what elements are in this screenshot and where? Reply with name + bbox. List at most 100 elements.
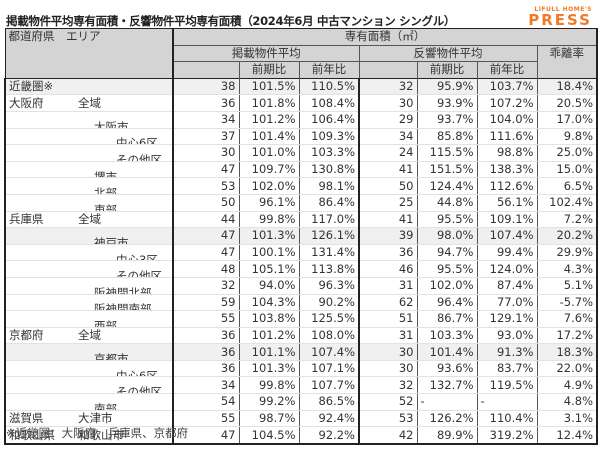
listed-qoq: 101.1%	[239, 343, 300, 361]
header-listed-qoq: 前期比	[239, 61, 300, 79]
response-avg: 62	[359, 294, 418, 312]
region-cell: 大阪市	[4, 111, 174, 129]
area-label: 西部	[94, 318, 117, 328]
area-label: 中心6区	[116, 368, 158, 377]
response-avg: 52	[359, 393, 418, 411]
region-cell: その他区	[4, 260, 174, 278]
listed-yoy: 86.5%	[299, 393, 360, 411]
response-qoq: 98.0%	[417, 227, 478, 245]
listed-qoq: 98.7%	[239, 409, 300, 428]
header-listed: 掲載物件平均	[173, 45, 360, 63]
table-row: 和歌山県 和歌山市 47 104.5% 92.2% 42 89.9% 319.2% 12.4%	[4, 426, 599, 445]
header-area-group: 専有面積（㎡）	[173, 28, 599, 46]
page-title: 掲載物件平均専有面積・反響物件平均専有面積（2024年6月 中古マンション シン…	[6, 14, 456, 28]
table-row: その他区 34 99.8% 107.7% 32 132.7% 119.5% 4.9%	[4, 376, 599, 395]
response-avg: 30	[359, 343, 418, 361]
gap-rate: 102.4%	[537, 194, 599, 212]
listed-yoy: 103.3%	[299, 144, 360, 162]
listed-yoy: 107.1%	[299, 360, 360, 378]
listed-avg: 36	[173, 94, 240, 112]
header-listed-yoy: 前年比	[299, 61, 360, 79]
area-label: 阪神間北部	[94, 285, 152, 294]
gap-rate: 17.0%	[537, 111, 599, 129]
listed-avg: 50	[173, 194, 240, 212]
area-label: その他区	[116, 385, 162, 394]
area-label: 北部	[94, 186, 117, 195]
area-label: 堺市	[94, 169, 117, 178]
listed-avg: 38	[173, 77, 240, 96]
listed-qoq: 104.3%	[239, 294, 300, 312]
gap-rate: 7.6%	[537, 310, 599, 328]
gap-rate: 25.0%	[537, 144, 599, 162]
listed-avg: 44	[173, 210, 240, 229]
gap-rate: -5.7%	[537, 294, 599, 312]
brand-logo: LIFULL HOME'S PRESS	[528, 6, 592, 28]
header-gap: 乖離率	[537, 45, 599, 79]
area-table: 都道府県 エリア 専有面積（㎡） 掲載物件平均 反響物件平均 乖離率 前期比 前…	[4, 28, 599, 445]
listed-avg: 37	[173, 128, 240, 146]
response-yoy: 112.6%	[477, 177, 538, 195]
region-cell: その他区	[4, 376, 174, 395]
response-yoy: -	[477, 393, 538, 411]
response-avg: 50	[359, 177, 418, 195]
listed-yoy: 92.4%	[299, 409, 360, 428]
gap-rate: 7.2%	[537, 210, 599, 229]
response-qoq: 94.7%	[417, 244, 478, 262]
listed-yoy: 117.0%	[299, 210, 360, 229]
region-cell: 中心6区	[4, 360, 174, 378]
table-row: 北部 53 102.0% 98.1% 50 124.4% 112.6% 6.5%	[4, 177, 599, 195]
response-yoy: 103.7%	[477, 77, 538, 96]
listed-qoq: 99.2%	[239, 393, 300, 411]
region-cell: 阪神間北部	[4, 277, 174, 295]
response-avg: 53	[359, 409, 418, 428]
response-yoy: 83.7%	[477, 360, 538, 378]
response-qoq: 102.0%	[417, 277, 478, 295]
gap-rate: 5.1%	[537, 277, 599, 295]
gap-rate: 12.4%	[537, 426, 599, 445]
table-row: その他区 30 101.0% 103.3% 24 115.5% 98.8% 25.0%	[4, 144, 599, 162]
response-yoy: 110.4%	[477, 409, 538, 428]
gap-rate: 4.8%	[537, 393, 599, 411]
prefecture-label: 京都府	[9, 327, 44, 342]
table-row: 大阪市 34 101.2% 106.4% 29 93.7% 104.0% 17.0%	[4, 111, 599, 129]
listed-qoq: 99.8%	[239, 210, 300, 229]
listed-avg: 47	[173, 227, 240, 245]
listed-qoq: 101.5%	[239, 77, 300, 96]
table-row: 西部 55 103.8% 125.5% 51 86.7% 129.1% 7.6%	[4, 310, 599, 328]
response-avg: 36	[359, 244, 418, 262]
response-yoy: 77.0%	[477, 294, 538, 312]
listed-qoq: 103.8%	[239, 310, 300, 328]
listed-avg: 54	[173, 393, 240, 411]
response-avg: 30	[359, 360, 418, 378]
area-label: 阪神間南部	[94, 302, 152, 311]
listed-qoq: 101.0%	[239, 144, 300, 162]
response-avg: 42	[359, 426, 418, 445]
listed-qoq: 101.2%	[239, 326, 300, 345]
prefecture-label: 和歌山県	[9, 427, 55, 442]
response-avg: 34	[359, 128, 418, 146]
region-cell: その他区	[4, 144, 174, 162]
header-response-qoq: 前期比	[417, 61, 478, 79]
region-cell: 東部	[4, 194, 174, 212]
gap-rate: 4.3%	[537, 260, 599, 278]
table-row: 中心3区 47 100.1% 131.4% 36 94.7% 99.4% 29.9%	[4, 244, 599, 262]
response-yoy: 138.3%	[477, 161, 538, 179]
response-qoq: 115.5%	[417, 144, 478, 162]
listed-avg: 55	[173, 409, 240, 428]
listed-yoy: 110.5%	[299, 77, 360, 96]
header-response-yoy: 前年比	[477, 61, 538, 79]
listed-avg: 53	[173, 177, 240, 195]
response-yoy: 56.1%	[477, 194, 538, 212]
response-yoy: 107.4%	[477, 227, 538, 245]
listed-avg: 36	[173, 343, 240, 361]
listed-qoq: 101.3%	[239, 227, 300, 245]
prefecture-label: 兵庫県	[9, 211, 44, 226]
listed-yoy: 92.2%	[299, 426, 360, 445]
listed-qoq: 101.4%	[239, 128, 300, 146]
response-avg: 31	[359, 326, 418, 345]
listed-qoq: 99.8%	[239, 376, 300, 395]
listed-yoy: 109.3%	[299, 128, 360, 146]
listed-qoq: 101.3%	[239, 360, 300, 378]
response-qoq: 86.7%	[417, 310, 478, 328]
area-label: その他区	[116, 152, 162, 162]
